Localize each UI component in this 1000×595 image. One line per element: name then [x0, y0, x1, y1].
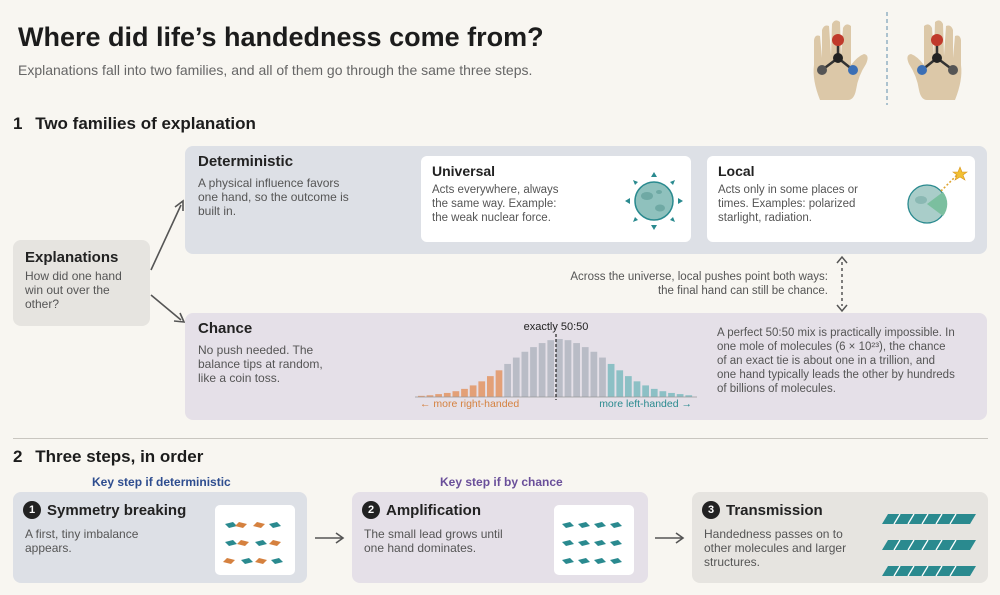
right-hand-icon — [813, 20, 868, 100]
step2-title: Amplification — [386, 502, 482, 519]
step-amplification: 2 Amplification The small lead grows unti… — [352, 492, 648, 583]
distribution-bar — [443, 392, 451, 397]
step2-heading: 2 Amplification — [362, 501, 481, 519]
distribution-bar — [685, 395, 693, 397]
section1-heading: 1 Two families of explanation — [13, 114, 256, 134]
distribution-bar — [659, 391, 667, 397]
key-chance-label: Key step if by chance — [440, 475, 563, 489]
step3-number: 3 — [702, 501, 720, 519]
stacked-structures-icon — [882, 513, 976, 577]
distribution-bar — [538, 343, 546, 397]
step2-text: The small lead grows until one hand domi… — [364, 527, 503, 555]
distribution-bar — [495, 370, 503, 397]
distribution-bar — [581, 347, 589, 397]
globe-icon — [625, 172, 683, 230]
distribution-bar — [426, 395, 434, 397]
section1-number: 1 — [13, 114, 23, 133]
starlight-globe-icon — [907, 166, 968, 224]
branch-arrows — [150, 199, 186, 323]
hands-illustration — [813, 12, 962, 105]
page-title: Where did life’s handedness come from? — [18, 22, 544, 52]
step-arrow-2 — [655, 532, 685, 544]
mixed-molecules-icon — [215, 505, 295, 575]
distribution-bar — [590, 351, 598, 397]
dashed-double-arrow — [836, 255, 848, 313]
distribution-bar — [504, 363, 511, 397]
right-handed-label: ← more right-handed — [420, 398, 519, 410]
distribution-bar — [625, 376, 632, 397]
distribution-bar — [599, 357, 606, 397]
distribution-bar — [676, 394, 684, 397]
chance-title: Chance — [198, 320, 253, 337]
distribution-bar — [668, 392, 675, 397]
connector-note: Across the universe, local pushes point … — [570, 271, 828, 297]
step-symmetry-breaking: 1 Symmetry breaking A first, tiny imbalan… — [13, 492, 307, 583]
distribution-bar — [452, 391, 460, 397]
deterministic-title: Deterministic — [198, 153, 294, 170]
distribution-bar — [418, 395, 425, 397]
step-arrow-1 — [315, 532, 345, 544]
distribution-bar — [633, 381, 641, 397]
page-subtitle: Explanations fall into two families, and… — [18, 62, 533, 78]
step1-text: A first, tiny imbalance appears. — [25, 527, 139, 555]
step-transmission: 3 Transmission Handedness passes on to ot… — [692, 492, 988, 583]
distribution-bar — [564, 340, 572, 397]
distribution-chart: exactly 50:50 ← more right-handed more l… — [415, 321, 697, 410]
step2-number: 2 — [362, 501, 380, 519]
distribution-bar — [512, 357, 520, 397]
local-text: Acts only in some places or times. Examp… — [718, 184, 858, 224]
key-deterministic-label: Key step if deterministic — [92, 475, 231, 489]
distribution-bar — [487, 376, 494, 397]
aligned-molecules-icon — [554, 505, 634, 575]
chance-text: No push needed. The balance tips at rand… — [198, 343, 323, 385]
universal-title: Universal — [432, 163, 496, 179]
section2-heading: 2 Three steps, in order — [13, 447, 203, 467]
distribution-bar — [461, 388, 468, 397]
step1-number: 1 — [23, 501, 41, 519]
distribution-bar — [642, 385, 649, 397]
distribution-bar — [650, 388, 658, 397]
distribution-bar — [556, 339, 563, 397]
step1-heading: 1 Symmetry breaking — [23, 501, 186, 519]
distribution-bar — [616, 370, 624, 397]
step3-heading: 3 Transmission — [702, 501, 823, 519]
distribution-bar — [547, 340, 555, 397]
step3-text: Handedness passes on to other molecules … — [704, 527, 847, 569]
left-handed-label: more left-handed → — [599, 398, 692, 410]
distribution-bar — [478, 381, 486, 397]
explanations-box: Explanations How did one hand win out ov… — [13, 240, 150, 326]
explanations-text: How did one hand win out over the other? — [25, 269, 122, 311]
distribution-bar — [469, 385, 477, 397]
universal-card: Universal Acts everywhere, always the sa… — [421, 156, 691, 242]
chance-note: A perfect 50:50 mix is practically impos… — [717, 327, 955, 395]
distribution-bar — [530, 347, 537, 397]
section1-title: Two families of explanation — [35, 114, 256, 133]
fifty-fifty-label: exactly 50:50 — [524, 321, 589, 333]
section2-title: Three steps, in order — [35, 447, 204, 466]
step1-title: Symmetry breaking — [47, 502, 187, 519]
universal-text: Acts everywhere, always the same way. Ex… — [432, 184, 559, 224]
chart-bars — [418, 339, 693, 397]
explanations-title: Explanations — [25, 249, 119, 266]
deterministic-text: A physical influence favors one hand, so… — [198, 176, 349, 218]
distribution-bar — [435, 394, 442, 397]
local-card: Local Acts only in some places or times.… — [707, 156, 975, 242]
distribution-bar — [607, 363, 615, 397]
section-divider — [13, 438, 988, 439]
local-title: Local — [718, 163, 755, 179]
distribution-bar — [573, 343, 580, 397]
section2-number: 2 — [13, 447, 23, 466]
step3-title: Transmission — [726, 502, 823, 519]
distribution-bar — [521, 351, 529, 397]
